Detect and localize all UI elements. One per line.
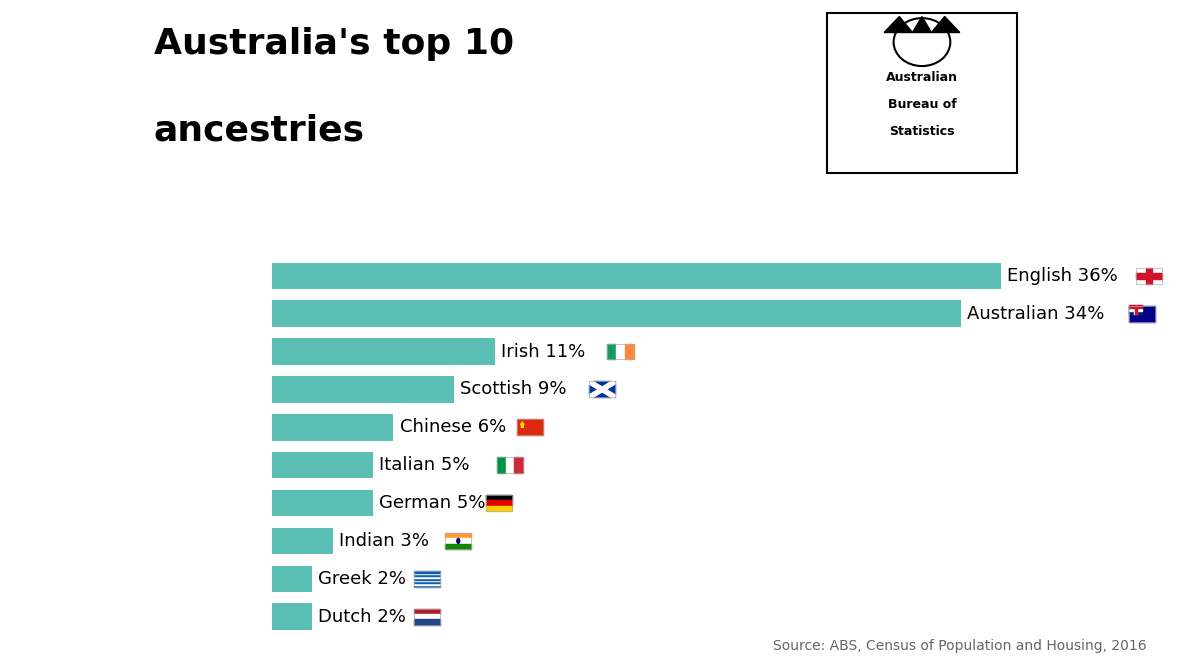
Bar	[589, 382, 616, 398]
Bar	[272, 300, 961, 327]
Bar	[486, 495, 512, 511]
Bar	[608, 344, 634, 360]
Bar	[414, 571, 440, 573]
Polygon shape	[913, 17, 931, 33]
Bar	[414, 614, 440, 619]
Bar	[589, 382, 616, 398]
Bar	[1147, 268, 1152, 284]
Bar	[414, 579, 440, 581]
Polygon shape	[931, 17, 960, 33]
Text: Dutch 2%: Dutch 2%	[318, 607, 407, 625]
Bar	[496, 457, 524, 473]
Text: English 36%: English 36%	[1007, 267, 1118, 285]
Bar	[496, 457, 506, 473]
Text: Source: ABS, Census of Population and Housing, 2016: Source: ABS, Census of Population and Ho…	[773, 639, 1147, 653]
Bar	[414, 581, 440, 583]
Bar	[414, 585, 440, 587]
Text: Chinese 6%: Chinese 6%	[400, 418, 506, 436]
Bar	[272, 490, 374, 516]
Text: Bureau of: Bureau of	[888, 98, 956, 111]
Bar	[1136, 268, 1162, 284]
Bar	[486, 505, 512, 511]
Text: Australian: Australian	[886, 71, 957, 84]
Bar	[1129, 306, 1142, 308]
Bar	[517, 420, 544, 436]
Text: Greek 2%: Greek 2%	[318, 570, 407, 588]
Bar	[414, 583, 440, 585]
Bar	[1129, 306, 1142, 314]
Bar	[616, 344, 625, 360]
Polygon shape	[520, 422, 524, 428]
Bar	[414, 571, 440, 587]
Text: Scottish 9%: Scottish 9%	[460, 380, 567, 398]
Bar	[446, 538, 472, 543]
Bar	[272, 565, 312, 592]
Text: Irish 11%: Irish 11%	[501, 342, 585, 360]
Bar	[414, 619, 440, 625]
Polygon shape	[884, 17, 913, 33]
Bar	[506, 457, 514, 473]
Bar	[272, 414, 394, 440]
Bar	[414, 574, 440, 576]
Bar	[272, 338, 495, 365]
Bar	[272, 452, 374, 478]
Bar	[625, 344, 634, 360]
Bar	[1136, 268, 1162, 284]
Text: Statistics: Statistics	[889, 125, 955, 138]
Text: Italian 5%: Italian 5%	[379, 456, 469, 474]
Bar	[446, 533, 472, 549]
Text: ancestries: ancestries	[154, 113, 365, 147]
Bar	[517, 420, 544, 436]
Bar	[608, 344, 616, 360]
Bar	[414, 573, 440, 574]
Bar	[1136, 273, 1162, 278]
Bar	[1129, 309, 1142, 311]
Bar	[414, 576, 440, 578]
Bar	[272, 262, 1001, 289]
Text: German 5%: German 5%	[379, 494, 486, 512]
Bar	[414, 609, 440, 614]
Bar	[446, 543, 472, 549]
Bar	[1135, 306, 1137, 314]
Text: Australia's top 10: Australia's top 10	[154, 27, 514, 61]
Text: Australian 34%: Australian 34%	[967, 304, 1104, 322]
Bar	[514, 457, 524, 473]
Bar	[414, 609, 440, 625]
Bar	[446, 533, 472, 538]
Bar	[272, 376, 454, 403]
Text: Indian 3%: Indian 3%	[339, 532, 429, 550]
Bar	[414, 578, 440, 579]
Bar	[1129, 306, 1155, 322]
Bar	[486, 500, 512, 505]
Bar	[1134, 306, 1137, 314]
Bar	[272, 527, 332, 554]
Bar	[486, 495, 512, 500]
Bar	[1129, 306, 1155, 322]
Bar	[272, 603, 312, 630]
